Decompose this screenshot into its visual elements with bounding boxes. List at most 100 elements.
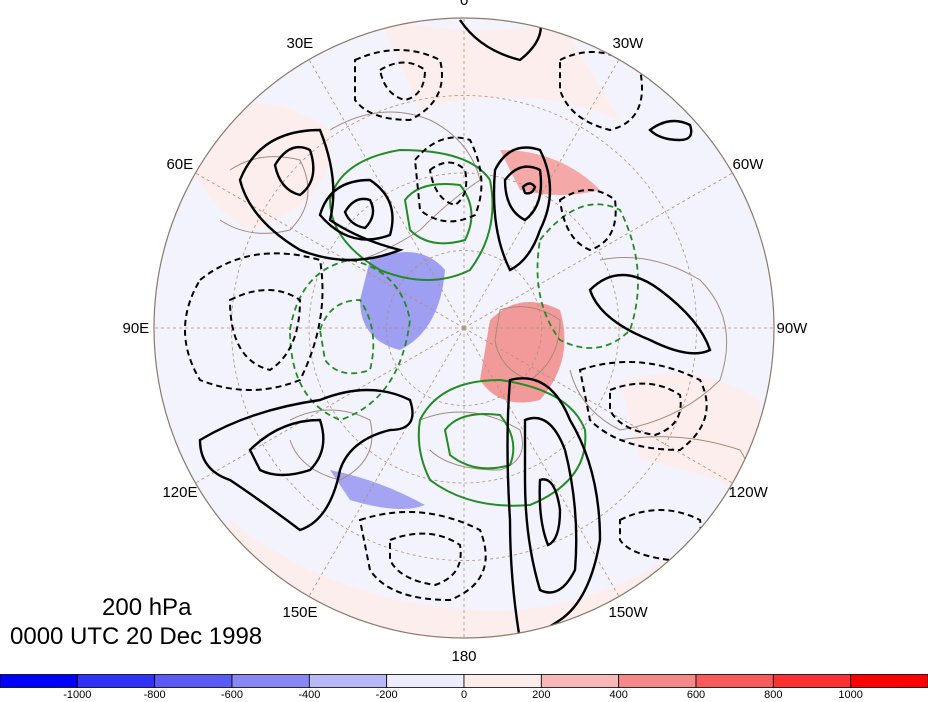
colorbar-swatch [231,674,310,688]
black-dashed-contour [228,289,302,372]
coastline-north-america [569,257,728,431]
black-contour [318,178,394,241]
positive-anomaly-region [480,302,565,403]
colorbar-swatch [463,674,542,688]
colorbar-label: 800 [764,689,783,701]
colorbar-label: -400 [298,689,321,701]
black-dashed-contour [354,49,443,122]
positive-anomaly-region [620,373,760,500]
colorbar-label: -800 [143,689,166,701]
black-contour [492,146,552,272]
meridian-line [308,59,465,329]
black-dashed-contour [358,511,487,602]
black-contour [503,165,543,222]
green-contours [328,148,587,507]
coastline-eurasia-north [329,111,481,261]
longitude-label: 120E [162,483,198,501]
black-dashed-contour [558,189,617,252]
title-time: 0000 UTC 20 Dec 1998 [10,623,263,650]
black-contour [238,128,404,262]
longitude-label: 30E [286,35,314,53]
black-contour [506,377,602,638]
latitude-circle [386,250,542,406]
coastline-europe [219,156,309,234]
colorbar-label: 200 [532,689,551,701]
black-contour [588,273,712,355]
black-dashed-contour [578,361,708,452]
green-contour [417,378,587,507]
meridian-line [308,327,465,597]
black-contour [198,388,414,532]
black-solid-contours [198,19,712,638]
longitude-label: 150W [608,603,648,621]
black-contour [523,416,578,594]
longitude-label: 180 [451,647,477,665]
longitude-label: 90E [122,319,150,337]
black-dashed-contour [378,61,427,102]
colorbar-swatch [154,674,233,688]
meridian-line [463,327,620,597]
positive-anomaly-region [500,150,600,195]
colorbar-label: -200 [375,689,398,701]
colorbar-swatch [695,674,774,688]
colorbar-swatch [540,674,620,688]
black-contour [538,478,562,547]
longitude-label: 150E [282,603,318,621]
meridian-line [195,327,465,484]
green-dashed-contour [319,299,375,375]
positive-anomaly-region [380,20,620,120]
green-dashed-contour [289,259,411,421]
meridian-line [463,172,733,329]
colorbar-swatch [618,674,697,688]
meridian-line [195,172,465,329]
graticule [154,18,774,638]
black-contour [273,145,315,197]
black-dashed-contour [184,252,324,391]
colorbar-label: -1000 [63,689,92,701]
black-contour [248,418,325,477]
colorbar-swatch [308,674,388,688]
green-contour [403,183,473,245]
longitude-label: 120W [728,483,768,501]
meridian-line [463,59,620,329]
black-contour [343,197,375,230]
colorbar-label: 0 [460,689,468,701]
colorbar-swatch [386,674,465,688]
map-border [153,17,775,639]
map-disc [154,18,774,638]
longitude-label: 30W [612,35,644,53]
meridian-line [463,327,733,484]
colorbar-swatch [76,674,156,688]
black-dashed-contour [619,509,702,562]
longitude-label: 0 [460,0,469,9]
green-contour [328,148,494,281]
coastline-east-asia [289,409,373,481]
black-contour [521,182,537,195]
colorbar-label: 1000 [838,689,863,701]
coastline-greenland [494,306,561,381]
coastlines [219,111,749,501]
green-dashed-contours [289,203,639,421]
longitude-label: 60W [732,155,764,173]
colorbar-label: 600 [686,689,706,701]
black-contour [648,119,693,142]
black-dashed-contours [184,49,708,602]
green-contour [443,413,515,470]
black-contour [459,19,542,62]
colorbar-swatch [772,674,852,688]
negative-anomaly-region [330,470,425,509]
colorbar [0,674,928,688]
colorbar-swatch [850,674,928,688]
colorbar-swatch [0,674,78,688]
latitude-circle [308,172,620,484]
colorbar-label: -600 [220,689,244,701]
black-dashed-contour [413,136,483,223]
longitude-label: 60E [166,155,194,173]
black-dashed-contour [559,51,643,132]
title-level: 200 hPa [102,594,192,621]
negative-anomaly-region [360,252,445,350]
green-dashed-contour [536,203,639,349]
black-dashed-contour [428,161,468,207]
coastline-bering [419,411,523,471]
